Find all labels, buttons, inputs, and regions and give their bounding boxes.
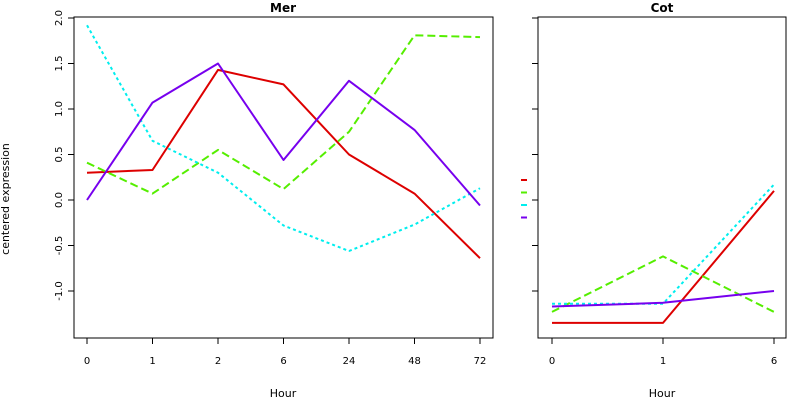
- cot-y-axis: [532, 17, 538, 292]
- cot-series-green: [551, 255, 775, 313]
- x-tick-label: 24: [343, 356, 356, 367]
- cot-x-axis-label: Hour: [649, 387, 676, 400]
- x-tick-label: 6: [280, 356, 286, 367]
- mer-x-axis-label: Hour: [270, 387, 297, 400]
- cot-panel: Cot Hour 0 1 6: [532, 1, 787, 400]
- x-tick-label: 48: [408, 356, 421, 367]
- x-tick-label: 2: [215, 356, 221, 367]
- cot-series-red: [552, 190, 775, 324]
- x-tick-label: 1: [660, 356, 666, 367]
- y-tick-label: -0.5: [54, 236, 65, 256]
- mer-series-cyan: [86, 24, 481, 252]
- x-tick-label: 0: [84, 356, 90, 367]
- mer-plot-frame: [73, 16, 494, 339]
- y-tick-label: 1.0: [54, 101, 65, 117]
- cot-title: Cot: [651, 1, 674, 15]
- x-tick-label: 72: [474, 356, 487, 367]
- cot-series-purple: [551, 290, 775, 308]
- mer-y-axis: -1.0 -0.5 0.0 0.5 1.0 1.5 2.0: [54, 10, 74, 301]
- y-tick-label: 2.0: [54, 10, 65, 26]
- x-tick-label: 0: [549, 356, 555, 367]
- cot-plot-frame: [537, 16, 787, 339]
- y-tick-label: 1.5: [54, 56, 65, 72]
- cot-series-lines: [551, 183, 775, 324]
- y-tick-label: 0.0: [54, 192, 65, 208]
- y-axis-label: centered expression: [0, 143, 12, 255]
- x-tick-label: 1: [149, 356, 155, 367]
- mer-series-green: [86, 34, 481, 195]
- mer-title: Mer: [270, 1, 296, 15]
- y-tick-label: -1.0: [54, 281, 65, 301]
- x-tick-label: 6: [771, 356, 777, 367]
- cot-series-cyan: [552, 183, 775, 305]
- y-tick-label: 0.5: [54, 147, 65, 163]
- mer-series-lines: [86, 24, 481, 259]
- cot-x-axis: 0 1 6: [549, 338, 777, 367]
- mer-panel: Mer Hour centered expression -1.0 -0.5 0.0…: [0, 1, 494, 400]
- mer-series-red: [86, 68, 481, 259]
- mer-series-purple: [86, 62, 481, 207]
- series-key-marks: [521, 179, 527, 219]
- mer-x-axis: 0 1 2 6 24 48 72: [84, 338, 487, 367]
